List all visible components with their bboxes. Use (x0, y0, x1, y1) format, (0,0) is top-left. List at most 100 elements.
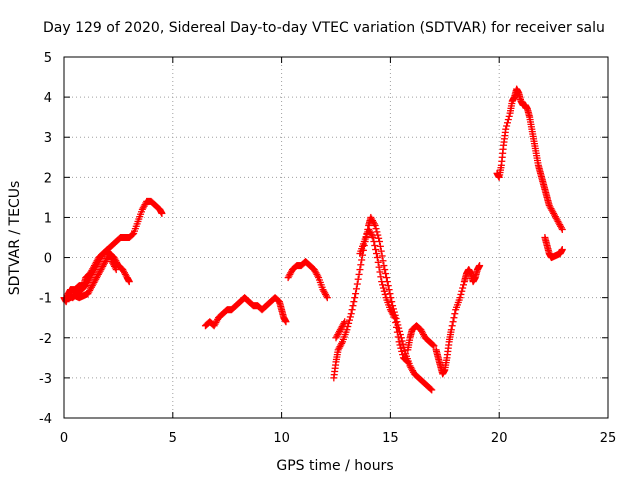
tick-label-layer: 0 5 10 15 20 25 -4 -3 -2 -1 0 1 2 3 4 5 (39, 51, 616, 446)
data-point (351, 294, 359, 302)
data-point (341, 318, 349, 326)
y-axis-label: SDTVAR / TECUs (7, 181, 23, 296)
y-tick-label: 3 (44, 131, 52, 146)
data-point (375, 263, 383, 271)
data-point (389, 302, 397, 310)
data-point (476, 262, 484, 270)
data-point (378, 252, 386, 260)
data-point (428, 386, 436, 394)
data-point (381, 266, 389, 274)
data-point (392, 323, 400, 331)
y-tick-label: 5 (44, 51, 52, 66)
data-point (354, 275, 362, 283)
x-tick-label: 10 (273, 431, 290, 446)
data-point (343, 326, 351, 334)
data-points (60, 85, 566, 394)
data-point (377, 247, 385, 255)
data-point (430, 342, 438, 350)
data-point (403, 357, 411, 365)
data-point (380, 287, 388, 295)
data-point (557, 224, 565, 232)
data-point (111, 264, 119, 272)
x-tick-label: 25 (600, 431, 617, 446)
data-point (346, 313, 354, 321)
data-point (357, 261, 365, 269)
x-tick-label: 5 (169, 431, 177, 446)
data-point (502, 125, 510, 133)
y-tick-label: 2 (44, 171, 52, 186)
y-tick-label: -4 (39, 412, 52, 427)
data-point (451, 310, 459, 318)
data-point (369, 234, 377, 241)
data-point (372, 246, 380, 254)
x-tick-label: 0 (60, 431, 68, 446)
data-point (459, 284, 467, 292)
data-point (355, 270, 363, 278)
data-point (398, 347, 406, 355)
data-point (385, 286, 393, 294)
data-point (379, 284, 387, 292)
data-point (399, 340, 407, 348)
data-point (348, 306, 356, 314)
data-point (345, 316, 353, 324)
data-point (460, 281, 468, 289)
data-point (456, 294, 464, 302)
data-point (503, 119, 511, 127)
data-point (558, 225, 566, 233)
y-tick-label: -3 (39, 372, 52, 387)
data-point (447, 326, 455, 334)
data-point (370, 238, 378, 246)
x-tick-label: 15 (382, 431, 399, 446)
data-point (340, 319, 348, 327)
data-point (393, 328, 401, 336)
data-point (388, 298, 396, 306)
data-point (322, 292, 330, 300)
chart-title: Day 129 of 2020, Sidereal Day-to-day VTE… (43, 20, 605, 36)
data-point (349, 302, 357, 310)
data-point (338, 339, 346, 347)
data-point (458, 287, 466, 295)
data-point (371, 221, 379, 229)
data-point (391, 314, 399, 322)
data-point (504, 116, 512, 124)
data-point (125, 278, 133, 286)
data-point (373, 228, 381, 236)
data-point (384, 282, 392, 290)
data-point (379, 281, 387, 289)
data-point (558, 246, 566, 254)
x-tick-label: 20 (491, 431, 508, 446)
data-point (429, 341, 437, 349)
data-point (373, 254, 381, 262)
y-tick-label: -2 (39, 332, 52, 347)
data-point (503, 122, 511, 130)
data-point (401, 347, 409, 355)
data-point (350, 298, 358, 306)
data-point (394, 333, 402, 341)
data-point (381, 290, 389, 298)
data-point (368, 232, 376, 240)
data-point (449, 318, 457, 326)
y-tick-label: 4 (44, 91, 52, 106)
data-point (397, 344, 405, 352)
plot-frame (63, 56, 609, 419)
data-point (352, 290, 360, 298)
data-point (371, 242, 379, 250)
data-point (158, 209, 166, 217)
data-point (404, 358, 412, 366)
data-point (390, 312, 398, 320)
data-point (398, 337, 406, 345)
data-point (397, 334, 405, 342)
data-point (356, 266, 364, 274)
data-point (427, 385, 435, 393)
y-tick-label: 1 (44, 211, 52, 226)
data-point (382, 270, 390, 278)
data-point (374, 231, 382, 239)
data-point (347, 310, 355, 318)
x-axis-label: GPS time / hours (276, 458, 393, 474)
data-point (392, 319, 400, 327)
data-point (372, 250, 380, 258)
data-point (450, 314, 458, 322)
data-point (372, 225, 380, 233)
data-point (399, 351, 407, 359)
data-point (448, 322, 456, 330)
